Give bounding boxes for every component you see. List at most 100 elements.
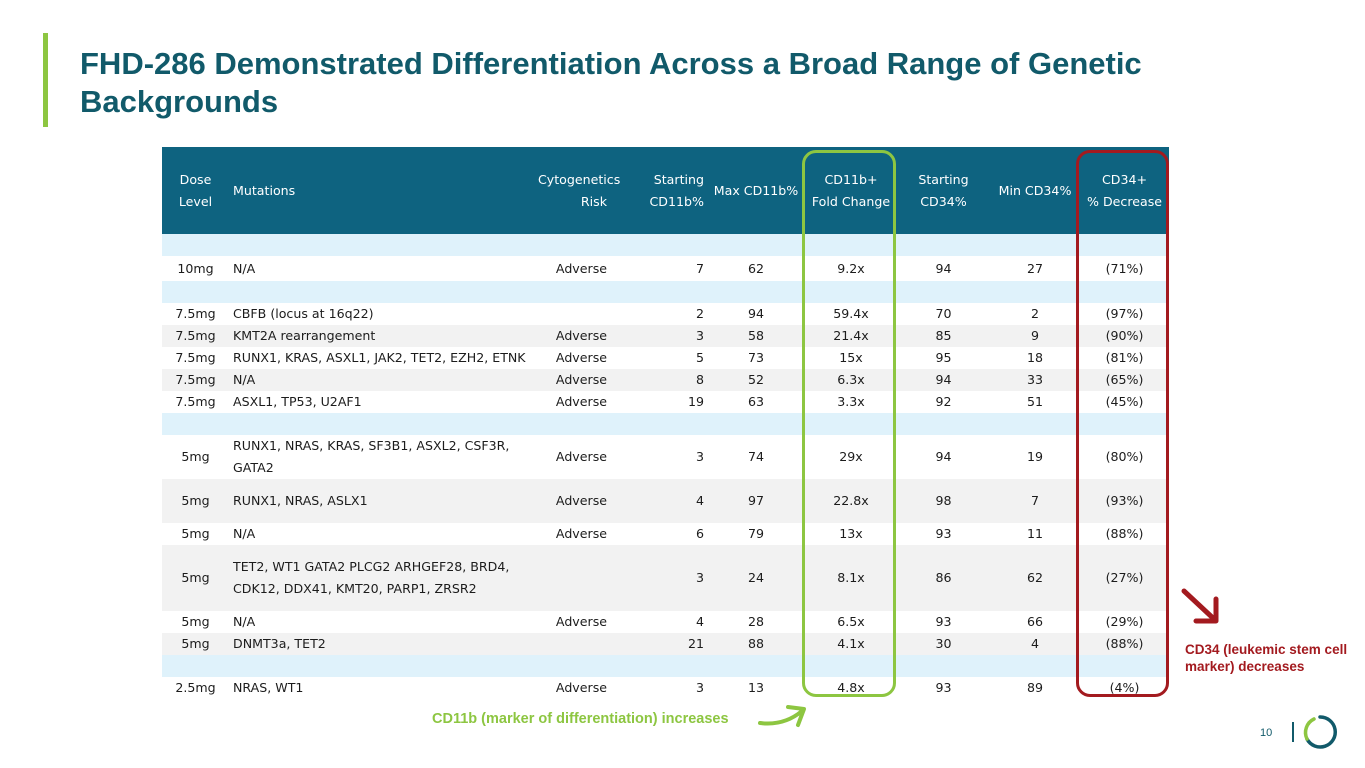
cell-cytogenetics-risk: [535, 633, 610, 655]
cell-cytogenetics-risk: Adverse: [535, 677, 610, 699]
cell-cytogenetics-risk: Adverse: [535, 347, 610, 369]
cell-mutations: RUNX1, NRAS, ASLX1: [229, 479, 535, 523]
cell-starting-cd11b: 5: [610, 347, 707, 369]
cell-fold-change: 6.3x: [805, 369, 897, 391]
cell-cd34-decrease: (88%): [1080, 523, 1169, 545]
dose-group-band: [162, 413, 1169, 435]
cell-dose: 5mg: [162, 545, 229, 611]
cell-cytogenetics-risk: Adverse: [535, 479, 610, 523]
dose-group-band: [162, 281, 1169, 303]
cell-min-cd34: 7: [990, 479, 1080, 523]
cell-mutations: N/A: [229, 369, 535, 391]
cell-starting-cd11b: 3: [610, 677, 707, 699]
cell-max-cd11b: 62: [707, 256, 805, 281]
cell-cytogenetics-risk: [535, 303, 610, 325]
cell-cd34-decrease: (27%): [1080, 545, 1169, 611]
cell-starting-cd11b: 8: [610, 369, 707, 391]
cell-min-cd34: 66: [990, 611, 1080, 633]
header-dose-level: Dose Level: [162, 147, 229, 234]
cell-starting-cd11b: 3: [610, 435, 707, 479]
cell-fold-change: 21.4x: [805, 325, 897, 347]
cell-fold-change: 59.4x: [805, 303, 897, 325]
cell-cytogenetics-risk: Adverse: [535, 523, 610, 545]
cell-fold-change: 15x: [805, 347, 897, 369]
cell-cd34-decrease: (4%): [1080, 677, 1169, 699]
cell-dose: 7.5mg: [162, 347, 229, 369]
table-row: 7.5mg ASXL1, TP53, U2AF1 Adverse 19 63 3.3x 92…: [162, 391, 1169, 413]
cell-max-cd11b: 52: [707, 369, 805, 391]
table-row: 7.5mg CBFB (locus at 16q22) 2 94 59.4x 70 2 (97…: [162, 303, 1169, 325]
cell-starting-cd11b: 6: [610, 523, 707, 545]
cell-max-cd11b: 13: [707, 677, 805, 699]
cell-max-cd11b: 24: [707, 545, 805, 611]
cd11b-fold-change-highlight: [802, 150, 896, 697]
cell-starting-cd11b: 2: [610, 303, 707, 325]
cell-max-cd11b: 94: [707, 303, 805, 325]
cell-min-cd34: 18: [990, 347, 1080, 369]
cell-min-cd34: 33: [990, 369, 1080, 391]
cell-min-cd34: 11: [990, 523, 1080, 545]
cell-min-cd34: 51: [990, 391, 1080, 413]
company-logo-icon: [1303, 715, 1337, 749]
cell-mutations: KMT2A rearrangement: [229, 325, 535, 347]
cell-fold-change: 9.2x: [805, 256, 897, 281]
cd34-decrease-highlight: [1076, 150, 1169, 697]
cell-mutations: TET2, WT1 GATA2 PLCG2 ARHGEF28, BRD4, CD…: [229, 545, 535, 611]
table-row: 5mg N/A Adverse 4 28 6.5x 93 66 (29%): [162, 611, 1169, 633]
footer-divider: [1292, 722, 1294, 742]
cell-cd34-decrease: (90%): [1080, 325, 1169, 347]
header-cd34-decrease: CD34+% Decrease: [1080, 147, 1169, 234]
cell-cd34-decrease: (93%): [1080, 479, 1169, 523]
cell-starting-cd11b: 4: [610, 611, 707, 633]
cell-starting-cd34: 85: [897, 325, 990, 347]
cell-min-cd34: 4: [990, 633, 1080, 655]
cell-fold-change: 22.8x: [805, 479, 897, 523]
cell-mutations: RUNX1, KRAS, ASXL1, JAK2, TET2, EZH2, ET…: [229, 347, 535, 369]
cell-dose: 10mg: [162, 256, 229, 281]
cell-cd34-decrease: (81%): [1080, 347, 1169, 369]
cell-cd34-decrease: (45%): [1080, 391, 1169, 413]
cell-starting-cd11b: 21: [610, 633, 707, 655]
cell-min-cd34: 9: [990, 325, 1080, 347]
cell-cytogenetics-risk: Adverse: [535, 391, 610, 413]
cell-cytogenetics-risk: Adverse: [535, 325, 610, 347]
cell-min-cd34: 2: [990, 303, 1080, 325]
cell-fold-change: 3.3x: [805, 391, 897, 413]
table-row: 10mg N/A Adverse 7 62 9.2x 94 27 (71%): [162, 256, 1169, 281]
cell-starting-cd34: 94: [897, 256, 990, 281]
cell-starting-cd11b: 3: [610, 545, 707, 611]
cell-starting-cd34: 93: [897, 611, 990, 633]
cell-mutations: CBFB (locus at 16q22): [229, 303, 535, 325]
cell-min-cd34: 27: [990, 256, 1080, 281]
cell-cytogenetics-risk: [535, 545, 610, 611]
cell-dose: 7.5mg: [162, 303, 229, 325]
cell-max-cd11b: 74: [707, 435, 805, 479]
cell-fold-change: 6.5x: [805, 611, 897, 633]
cell-mutations: N/A: [229, 256, 535, 281]
cell-starting-cd11b: 19: [610, 391, 707, 413]
cell-starting-cd11b: 7: [610, 256, 707, 281]
title-accent-bar: [43, 33, 48, 127]
cell-starting-cd34: 70: [897, 303, 990, 325]
cell-dose: 5mg: [162, 611, 229, 633]
cell-dose: 7.5mg: [162, 369, 229, 391]
cell-starting-cd34: 86: [897, 545, 990, 611]
cell-cytogenetics-risk: Adverse: [535, 369, 610, 391]
cell-starting-cd34: 98: [897, 479, 990, 523]
cell-cd34-decrease: (71%): [1080, 256, 1169, 281]
dose-group-band: [162, 234, 1169, 256]
cell-mutations: N/A: [229, 611, 535, 633]
cell-mutations: ASXL1, TP53, U2AF1: [229, 391, 535, 413]
cell-fold-change: 13x: [805, 523, 897, 545]
table-row: 2.5mg NRAS, WT1 Adverse 3 13 4.8x 93 89 (4%): [162, 677, 1169, 699]
cell-mutations: N/A: [229, 523, 535, 545]
cell-dose: 7.5mg: [162, 391, 229, 413]
results-table-wrapper: Dose Level Mutations Cytogenetics Risk Sta…: [162, 147, 1169, 699]
cell-dose: 2.5mg: [162, 677, 229, 699]
cell-cd34-decrease: (80%): [1080, 435, 1169, 479]
cell-cd34-decrease: (97%): [1080, 303, 1169, 325]
cell-dose: 5mg: [162, 633, 229, 655]
cell-starting-cd34: 94: [897, 435, 990, 479]
table-row: 5mg RUNX1, NRAS, KRAS, SF3B1, ASXL2, CSF3…: [162, 435, 1169, 479]
cell-max-cd11b: 28: [707, 611, 805, 633]
